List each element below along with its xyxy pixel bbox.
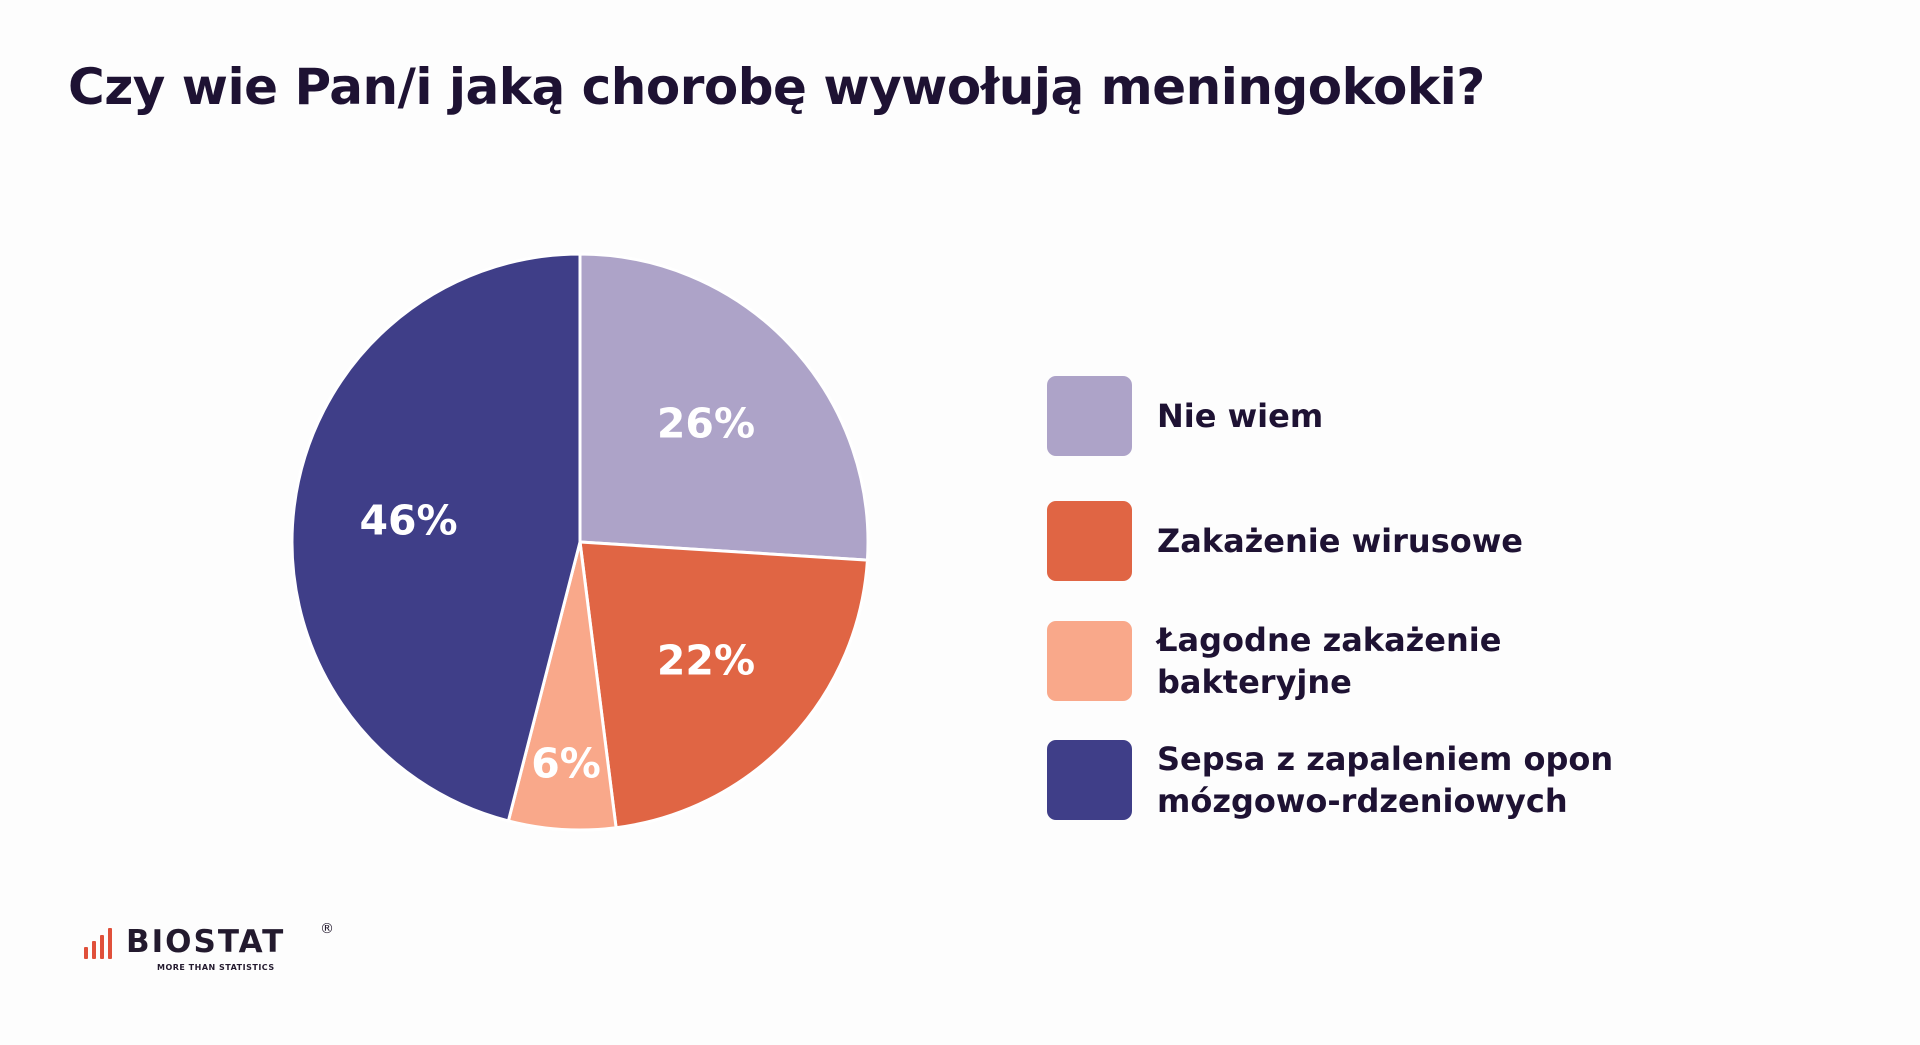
pie-chart: 26% 22% 6% 46%: [290, 252, 870, 832]
pie-slice-label: 22%: [657, 636, 755, 684]
legend-item-nie-wiem: Nie wiem: [1047, 376, 1323, 456]
logo-registered-mark: ®: [320, 921, 334, 937]
pie-slice: [578, 252, 870, 562]
logo-wordmark: BIOSTAT: [126, 924, 286, 960]
legend-item-zakazenie-wirusowe: Zakażenie wirusowe: [1047, 501, 1523, 581]
legend-swatch-lagodne-zakazenie: [1047, 621, 1132, 701]
legend-label-lagodne-zakazenie: Łagodne zakażenie bakteryjne: [1157, 621, 1502, 701]
pie-slice: [290, 252, 582, 823]
pie-slice-label: 6%: [531, 739, 601, 787]
biostat-logo: BIOSTAT ® MORE THAN STATISTICS: [80, 921, 340, 975]
legend-label-sepsa: Sepsa z zapaleniem opon mózgowo-rdzeniow…: [1157, 740, 1614, 820]
pie-slice: [578, 540, 869, 830]
chart-title: Czy wie Pan/i jaką chorobę wywołują meni…: [68, 58, 1485, 116]
legend-item-lagodne-zakazenie: Łagodne zakażenie bakteryjne: [1047, 619, 1627, 703]
legend-label-zakazenie-wirusowe: Zakażenie wirusowe: [1157, 522, 1523, 560]
pie-slice-label: 46%: [359, 496, 457, 544]
logo-bars-icon: [84, 928, 112, 959]
legend-swatch-zakazenie-wirusowe: [1047, 501, 1132, 581]
legend-item-sepsa: Sepsa z zapaleniem opon mózgowo-rdzeniow…: [1047, 738, 1627, 822]
legend-swatch-nie-wiem: [1047, 376, 1132, 456]
pie-slice-label: 26%: [657, 400, 755, 448]
legend-label-nie-wiem: Nie wiem: [1157, 397, 1324, 435]
logo-tagline: MORE THAN STATISTICS: [157, 963, 275, 972]
legend-swatch-sepsa: [1047, 740, 1132, 820]
